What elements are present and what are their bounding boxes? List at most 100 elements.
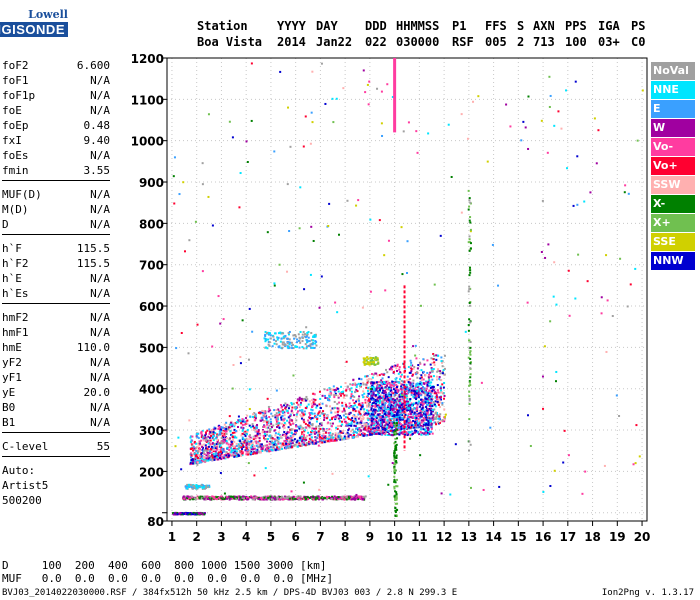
echo-point-spread xyxy=(372,393,375,396)
echo-point-e xyxy=(266,498,269,501)
echo-point-f xyxy=(230,450,233,453)
echo-point-f xyxy=(315,427,318,430)
echo-point-spread xyxy=(407,381,410,384)
echo-point-f xyxy=(283,411,286,414)
header-ps: PS C0 xyxy=(631,18,645,50)
ps-value: C0 xyxy=(631,35,646,49)
noise-point xyxy=(328,434,331,437)
noise-point xyxy=(381,134,384,137)
echo-point-cyan xyxy=(305,347,308,350)
param-key: foE xyxy=(2,104,22,117)
echo-point-spread xyxy=(373,412,376,415)
echo-point-f xyxy=(322,432,325,435)
echo-point-f xyxy=(351,419,354,422)
echo-point-f xyxy=(323,441,326,444)
echo-point-f xyxy=(434,391,437,394)
noise-point xyxy=(361,306,364,309)
noise-point xyxy=(286,270,289,273)
axn-value: 713 xyxy=(533,35,555,49)
echo-point-f xyxy=(362,428,365,431)
echo-point-f xyxy=(425,405,428,408)
echo-point-e xyxy=(245,495,248,498)
echo-point-spread xyxy=(374,398,377,401)
echo-point-f xyxy=(278,446,281,449)
echo-point-spread xyxy=(396,409,399,412)
echo-point-f xyxy=(313,400,316,403)
echo-point-spread xyxy=(396,397,399,400)
echo-point-f xyxy=(222,438,225,441)
echo-point-f xyxy=(289,438,292,441)
echo-point-f xyxy=(318,427,321,430)
ddd-label: DDD xyxy=(365,19,387,33)
echo-point-f xyxy=(418,421,421,424)
echo-point-spread xyxy=(430,391,433,394)
echo-point-f xyxy=(245,417,248,420)
echo-point-spread xyxy=(388,412,391,415)
echo-point-f xyxy=(311,405,314,408)
echo-point-f xyxy=(316,434,319,437)
echo-point-f xyxy=(281,414,284,417)
noise-point xyxy=(319,414,322,417)
echo-point-f xyxy=(347,429,350,432)
echo-point-f xyxy=(238,445,241,448)
echo-point-f xyxy=(338,416,341,419)
echo-point-f xyxy=(212,439,215,442)
echo-point-f xyxy=(245,431,248,434)
param-row-clevel: C-level 55 xyxy=(2,439,110,454)
echo-point-f xyxy=(190,435,193,438)
echo-point-f xyxy=(248,440,251,443)
echo-point-f xyxy=(250,443,253,446)
echo-point-f xyxy=(421,400,424,403)
echo-point-spread xyxy=(425,399,428,402)
echo-point-f xyxy=(352,414,355,417)
noise-point xyxy=(172,175,175,178)
echo-point-spread xyxy=(372,389,375,392)
noise-point xyxy=(364,91,367,94)
echo-point-f xyxy=(204,434,207,437)
echo-point-f xyxy=(307,403,310,406)
echo-point-spread xyxy=(423,387,426,390)
echo-point-f xyxy=(345,388,348,391)
echo-point-f xyxy=(308,434,311,437)
echo-point-f xyxy=(315,425,318,428)
echo-point-f xyxy=(222,455,225,458)
echo-point-f xyxy=(316,404,319,407)
echo-point-f xyxy=(294,431,297,434)
echo-point-x xyxy=(394,511,397,514)
echo-point-e xyxy=(274,498,277,501)
echo-point-spread xyxy=(371,410,374,413)
echo-point-cyan xyxy=(301,337,304,340)
echo-point-f xyxy=(286,436,289,439)
echo-point-spread xyxy=(372,408,375,411)
echo-point-f xyxy=(368,418,371,421)
echo-point-e xyxy=(252,495,255,498)
echo-point-spread xyxy=(394,423,397,426)
echo-point-f xyxy=(246,438,249,441)
echo-point-f xyxy=(319,440,322,443)
echo-point-f xyxy=(299,435,302,438)
echo-point-spread xyxy=(392,407,395,410)
echo-point-e xyxy=(362,497,365,500)
echo-point-f xyxy=(282,410,285,413)
echo-point-f xyxy=(265,421,268,424)
noise-point xyxy=(584,470,587,473)
echo-point-spread xyxy=(380,384,383,387)
echo-point-f xyxy=(300,428,303,431)
echo-point-spread xyxy=(415,385,418,388)
echo-point-f xyxy=(410,369,413,372)
noise-point xyxy=(629,283,632,286)
echo-point-f xyxy=(275,423,278,426)
echo-point-spread xyxy=(398,406,401,409)
echo-point-es-blob xyxy=(205,484,208,487)
echo-point-spread xyxy=(431,432,434,435)
echo-point-yellow xyxy=(369,359,372,362)
echo-point-spread xyxy=(379,432,382,435)
echo-point-f xyxy=(331,407,334,410)
y-tick-label: 1000 xyxy=(131,135,164,149)
echo-point-cyan xyxy=(268,332,271,335)
echo-point-f xyxy=(362,383,365,386)
x-tick-label: 20 xyxy=(634,530,651,544)
echo-point-f xyxy=(434,412,437,415)
echo-point-spread xyxy=(431,389,434,392)
echo-point-f xyxy=(389,420,392,423)
